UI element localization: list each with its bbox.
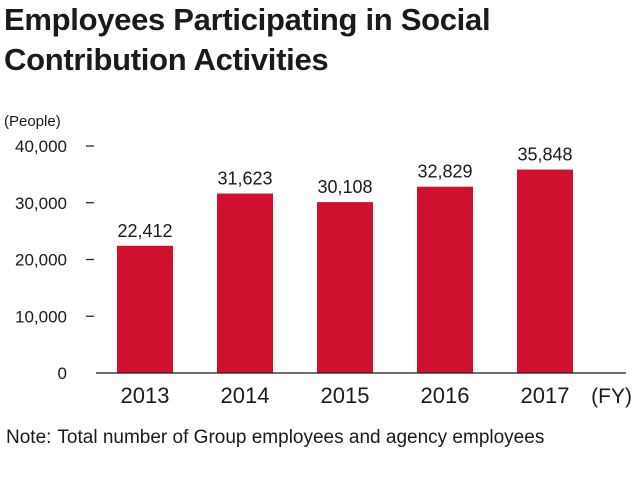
bar [117,245,173,373]
y-tick-label: 10,000 [15,307,67,326]
x-axis-label: (FY) [591,385,632,408]
x-axis: 2013 2014 2015 2016 2017 [121,383,570,408]
bar [317,202,373,373]
bar-series: 22,412 31,623 30,108 32,829 35,848 [117,145,573,373]
footnote-prefix: Note: [6,427,52,448]
y-axis-label: (People) [4,113,61,130]
y-tick-label: 30,000 [15,194,67,213]
footnote: Note: Total number of Group employees an… [6,424,626,452]
chart-title: Employees Participating in Social Contri… [4,2,491,77]
bar-value-label: 22,412 [117,221,172,241]
bar [217,193,273,373]
bar-value-label: 35,848 [517,145,572,165]
bar-value-label: 31,623 [217,169,272,189]
bar [517,169,573,373]
bar [417,186,473,373]
y-axis: 0 10,000 20,000 30,000 40,000 [15,137,94,383]
y-tick-label: 20,000 [15,251,67,270]
x-tick-label: 2013 [121,383,170,408]
x-tick-label: 2015 [321,383,370,408]
y-tick-label: 0 [58,364,67,383]
bar-value-label: 32,829 [417,162,472,182]
bar-value-label: 30,108 [317,177,372,197]
x-tick-label: 2016 [421,383,470,408]
footnote-text: Total number of Group employees and agen… [57,427,545,448]
x-tick-label: 2017 [521,383,570,408]
x-tick-label: 2014 [221,383,270,408]
y-tick-label: 40,000 [15,137,67,156]
